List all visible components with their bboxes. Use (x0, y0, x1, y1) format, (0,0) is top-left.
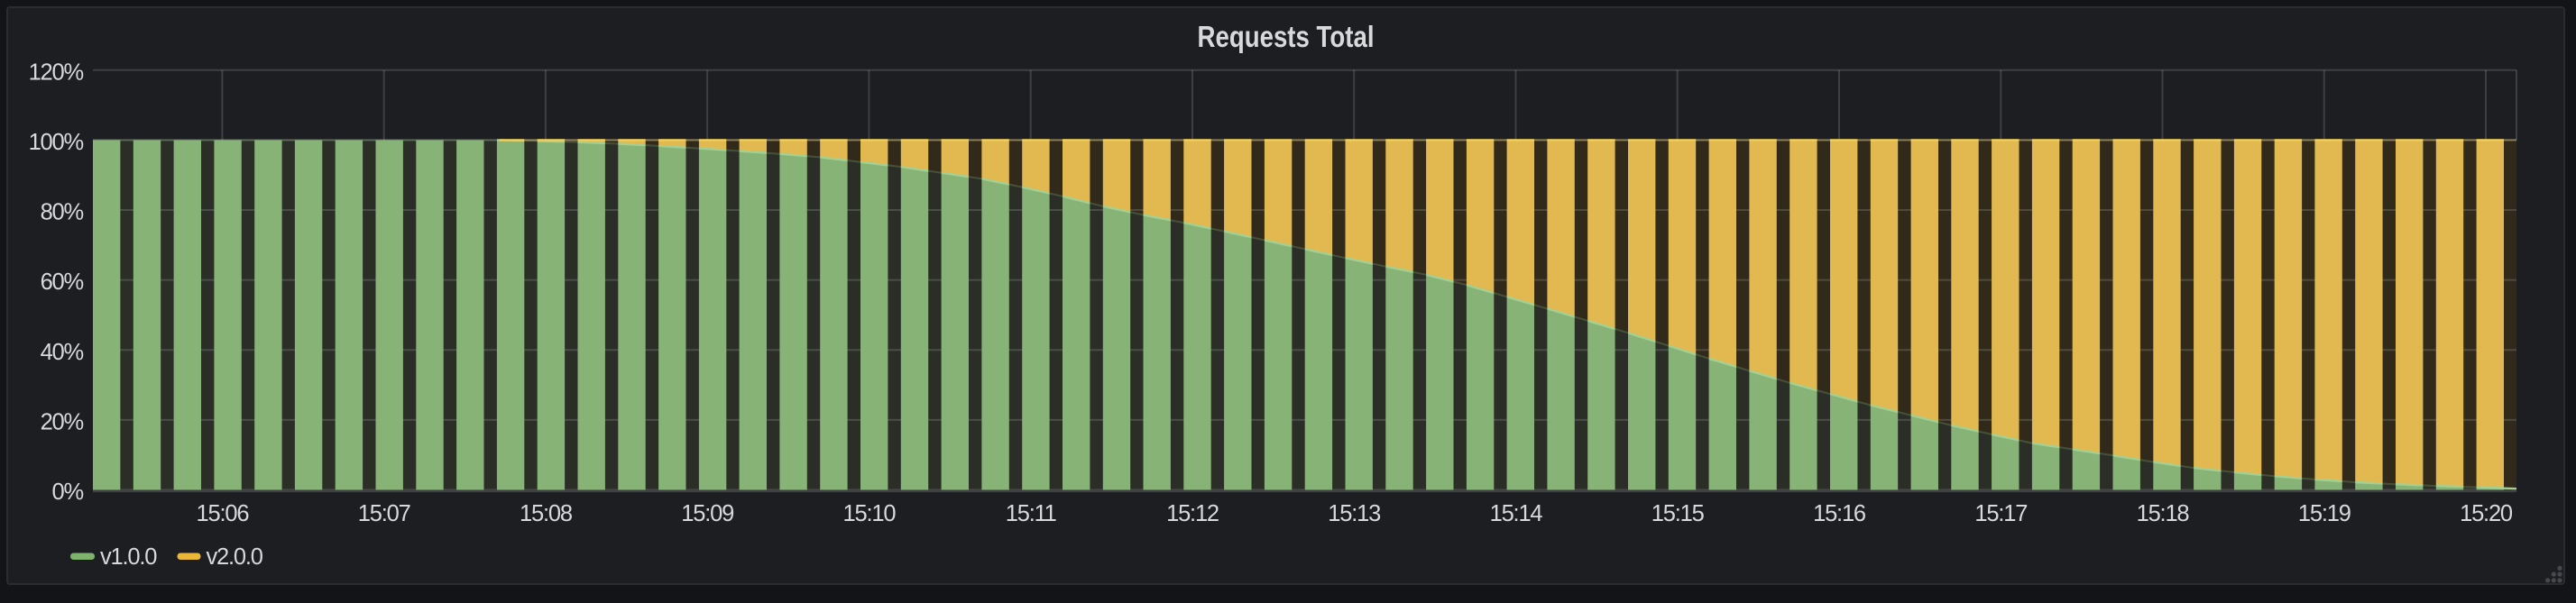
svg-text:15:08: 15:08 (520, 501, 573, 526)
svg-text:15:18: 15:18 (2137, 501, 2190, 526)
svg-text:20%: 20% (41, 409, 84, 434)
svg-text:15:16: 15:16 (1813, 501, 1866, 526)
svg-text:15:07: 15:07 (358, 501, 410, 526)
svg-text:15:20: 15:20 (2460, 501, 2513, 526)
svg-text:Requests Total: Requests Total (1198, 21, 1375, 54)
svg-text:v1.0.0: v1.0.0 (100, 544, 157, 570)
svg-text:60%: 60% (41, 270, 84, 295)
svg-text:120%: 120% (29, 59, 84, 85)
svg-text:15:13: 15:13 (1328, 501, 1381, 526)
svg-text:100%: 100% (29, 130, 84, 155)
svg-text:15:11: 15:11 (1006, 501, 1056, 526)
svg-text:15:09: 15:09 (681, 501, 733, 526)
svg-text:15:14: 15:14 (1490, 501, 1543, 526)
svg-text:v2.0.0: v2.0.0 (207, 544, 263, 570)
svg-text:15:10: 15:10 (842, 501, 896, 526)
svg-text:15:17: 15:17 (1974, 501, 2027, 526)
svg-text:15:06: 15:06 (196, 501, 249, 526)
svg-text:80%: 80% (41, 200, 84, 225)
svg-text:15:15: 15:15 (1651, 501, 1705, 526)
svg-text:15:19: 15:19 (2298, 501, 2351, 526)
svg-text:15:12: 15:12 (1166, 501, 1219, 526)
svg-text:40%: 40% (41, 340, 84, 365)
svg-text:0%: 0% (52, 480, 84, 505)
